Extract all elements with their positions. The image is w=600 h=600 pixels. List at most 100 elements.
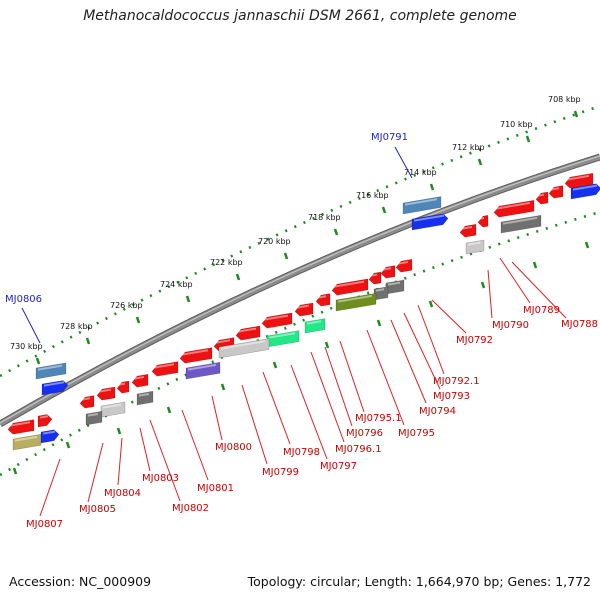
gene-gloss [538, 193, 544, 197]
gene-feature [151, 361, 179, 377]
accession-text: Accession: NC_000909 [9, 574, 152, 589]
gene-shape [304, 318, 326, 334]
gene-label: MJ0802 [172, 503, 209, 514]
leader-line [417, 304, 445, 375]
gene-feature [79, 395, 95, 409]
gene-gloss [44, 381, 64, 387]
scale-label: 728 kbp [60, 322, 93, 331]
scale-tick [477, 158, 483, 166]
gene-shape [477, 214, 489, 228]
leader-line [149, 419, 181, 502]
gene-feature [368, 271, 382, 285]
gene-shape [185, 361, 221, 380]
gene-feature [40, 429, 60, 444]
gene-gloss [103, 403, 121, 409]
gene-gloss [188, 363, 216, 371]
gene-label: MJ0803 [142, 473, 179, 484]
scale-label: 716 kbp [356, 191, 389, 200]
gene-shape [380, 265, 396, 279]
leader-line [211, 395, 223, 441]
gene-label: MJ0796 [346, 428, 383, 439]
gene-gloss [119, 382, 125, 386]
gene-gloss [371, 273, 377, 277]
gene-shape [96, 386, 116, 401]
inner-scale-tick [584, 241, 590, 249]
inner-scale-tick [220, 383, 226, 391]
gene-feature [100, 401, 126, 418]
gene-gloss [376, 288, 384, 292]
gene-feature [35, 362, 67, 380]
leader-line [310, 351, 345, 443]
inner-scale-tick [12, 467, 18, 475]
gene-gloss [269, 332, 295, 339]
leader-line [262, 371, 291, 445]
gene-feature [96, 386, 116, 401]
gene-gloss [338, 294, 372, 303]
leader-line [390, 319, 427, 404]
gene-feature [7, 419, 35, 435]
gene-gloss [82, 397, 90, 401]
gene-shape [315, 293, 331, 307]
gene-shape [37, 414, 53, 428]
gene-gloss [503, 216, 537, 225]
backbone-shadow [0, 153, 600, 428]
leader-line [511, 261, 567, 319]
leader-line [431, 299, 467, 334]
gene-shape [41, 380, 69, 396]
gene-shape [395, 258, 413, 273]
gene-label: MJ0795.1 [355, 413, 402, 424]
gene-label: MJ0792.1 [433, 376, 480, 387]
gene-gloss [480, 216, 484, 220]
gene-feature [564, 172, 594, 189]
scale-tick [135, 316, 141, 324]
leader-line [487, 269, 493, 319]
scale-label: 712 kbp [452, 143, 485, 152]
gene-label: MJ0800 [215, 442, 252, 453]
gene-gloss [154, 363, 174, 369]
scale-label: 720 kbp [258, 237, 291, 246]
gene-gloss [334, 280, 364, 288]
leader-line [241, 384, 268, 465]
gene-feature [185, 361, 221, 380]
outer-scale-dots [0, 104, 600, 378]
inner-scale-tick [428, 300, 434, 308]
scale-tick [185, 295, 191, 303]
gene-feature [136, 390, 154, 406]
highlighted-gene-label: MJ0791 [371, 132, 408, 143]
gene-feature [465, 239, 485, 255]
gene-feature [41, 380, 69, 396]
inner-scale-tick [65, 441, 71, 449]
gene-shape [235, 325, 261, 341]
leader-line [39, 458, 61, 517]
gene-label: MJ0798 [283, 447, 320, 458]
gene-shape [7, 419, 35, 435]
gene-gloss [414, 214, 444, 222]
inner-scale-tick [116, 427, 122, 435]
gene-shape [294, 302, 314, 317]
gene-shape [131, 373, 149, 388]
gene-label: MJ0793 [433, 391, 470, 402]
scale-label: 724 kbp [160, 280, 193, 289]
map-title: Methanocaldococcus jannaschii DSM 2661, … [83, 8, 517, 24]
gene-shape [79, 395, 95, 409]
gene-gloss [307, 320, 321, 325]
genome-backbone [0, 154, 600, 427]
gene-feature [304, 318, 326, 334]
scale-tick [573, 110, 579, 118]
gene-shape [218, 338, 270, 359]
gene-shape [85, 410, 103, 426]
gene-feature [131, 373, 149, 388]
gene-shape [116, 380, 130, 394]
gene-label: MJ0799 [262, 467, 299, 478]
gene-gloss [496, 201, 530, 210]
scale-tick [35, 357, 41, 365]
gene-gloss [134, 375, 144, 380]
gene-gloss [405, 198, 437, 206]
scale-label: 718 kbp [308, 213, 341, 222]
gene-shape [368, 271, 382, 285]
gene-gloss [15, 435, 37, 442]
gene-label: MJ0789 [523, 305, 560, 316]
leader-line [139, 427, 151, 472]
gene-gloss [398, 260, 408, 265]
